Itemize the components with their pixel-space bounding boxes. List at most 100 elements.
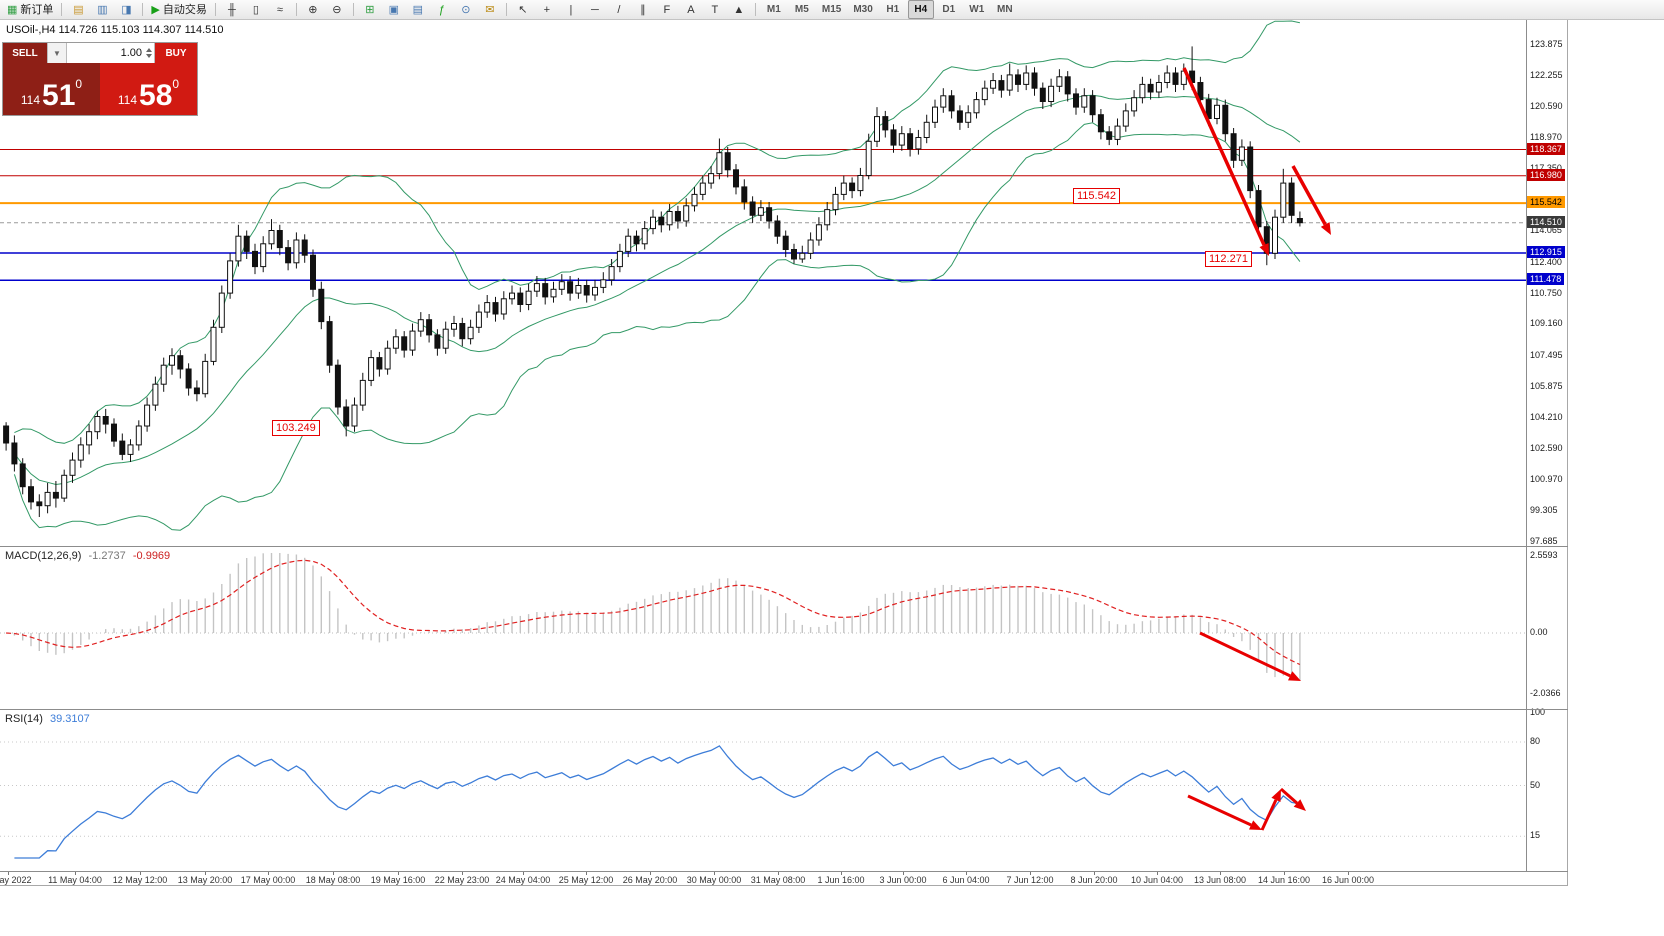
profiles-icon[interactable]: ▤ xyxy=(67,0,89,19)
tf-m1[interactable]: M1 xyxy=(761,0,787,19)
time-axis-tick xyxy=(1094,872,1095,875)
autotrading-button[interactable]: ▶ 自动交易 xyxy=(148,0,209,19)
tile-windows-icon[interactable]: ⊞ xyxy=(359,0,381,19)
bid-price[interactable]: 114 51 0 xyxy=(3,63,100,115)
price-callout[interactable]: 103.249 xyxy=(272,420,320,436)
macd-canvas[interactable] xyxy=(0,547,1526,709)
toolbar-separator xyxy=(142,3,144,16)
crosshair-icon[interactable]: + xyxy=(536,0,558,19)
periods-icon[interactable]: ⊙ xyxy=(455,0,477,19)
trend-arrows[interactable] xyxy=(1182,67,1331,256)
time-axis-label: 16 Jun 00:00 xyxy=(1321,875,1375,885)
time-axis-tick xyxy=(778,872,779,875)
text-icon[interactable]: A xyxy=(680,0,702,19)
trade-options-dropdown[interactable]: ▼ xyxy=(47,43,67,63)
templates-icon[interactable]: ✉ xyxy=(479,0,501,19)
time-axis-label: 25 May 12:00 xyxy=(558,875,614,885)
vertical-line-icon: | xyxy=(569,3,573,16)
rsi-trend-arrows[interactable] xyxy=(1187,787,1306,831)
tf-d1-label: D1 xyxy=(942,3,956,15)
time-axis[interactable]: 9 May 2022 11 May 04:00 12 May 12:00 13 May… xyxy=(0,872,1568,886)
rsi-header: RSI(14) 39.3107 xyxy=(5,713,90,725)
price-axis-label: 99.305 xyxy=(1530,505,1558,515)
tile-windows-icon: ⊞ xyxy=(365,3,375,16)
candlestick-icon[interactable]: ▯ xyxy=(245,0,267,19)
ask-price[interactable]: 114 58 0 xyxy=(100,63,197,115)
time-axis-label: 8 Jun 20:00 xyxy=(1070,875,1118,885)
shapes-icon[interactable]: ▲ xyxy=(728,0,750,19)
macd-axis-label: -2.0366 xyxy=(1530,688,1561,698)
price-level-tag: 116.980 xyxy=(1527,169,1565,181)
price-axis[interactable]: 123.875 122.255 120.590 118.970 117.350 114.0… xyxy=(1526,20,1568,872)
toolbar-group: ↖ + | ─ / ∥ F A T ▲ xyxy=(511,0,751,19)
price-axis-label: 112.400 xyxy=(1530,257,1562,267)
tf-m15[interactable]: M15 xyxy=(817,0,846,19)
vertical-line-icon[interactable]: | xyxy=(560,0,582,19)
label-icon[interactable]: T xyxy=(704,0,726,19)
time-axis-tick xyxy=(8,872,9,875)
cursor-icon[interactable]: ↖ xyxy=(512,0,534,19)
bar-chart-icon: ╫ xyxy=(227,3,236,16)
zoom-out-icon[interactable]: ⊖ xyxy=(326,0,348,19)
sell-button[interactable]: SELL xyxy=(3,43,47,63)
macd-histogram xyxy=(13,553,1301,681)
price-axis-label: 100.970 xyxy=(1530,474,1563,484)
main-chart-canvas[interactable] xyxy=(0,20,1526,546)
tf-h1[interactable]: H1 xyxy=(880,0,906,19)
tf-h4[interactable]: H4 xyxy=(907,0,934,19)
horizontal-line-icon[interactable]: ─ xyxy=(584,0,606,19)
fibonacci-icon[interactable]: F xyxy=(656,0,678,19)
toolbar-group: ⊕ ⊖ xyxy=(301,0,349,19)
toolbar-separator xyxy=(352,3,354,16)
zoom-in-icon[interactable]: ⊕ xyxy=(302,0,324,19)
price-level-tag: 112.915 xyxy=(1527,246,1565,258)
tf-m5[interactable]: M5 xyxy=(789,0,815,19)
tf-mn[interactable]: MN xyxy=(992,0,1018,19)
price-callout[interactable]: 112.271 xyxy=(1205,251,1252,267)
right-empty-area xyxy=(1568,20,1664,936)
panel-splitter-rsi[interactable] xyxy=(0,709,1568,710)
channel-icon[interactable]: ∥ xyxy=(632,0,654,19)
new-order-icon: ▦ xyxy=(7,3,18,16)
indicators-icon[interactable]: ƒ xyxy=(431,0,453,19)
volume-spinner[interactable] xyxy=(146,48,152,58)
price-axis-label: 102.590 xyxy=(1530,443,1563,453)
panel-splitter-macd[interactable] xyxy=(0,546,1568,547)
time-axis-tick xyxy=(1157,872,1158,875)
bollinger-bands xyxy=(13,20,1301,531)
crosshair-icon: + xyxy=(543,3,551,16)
autotrading-button-label: 自动交易 xyxy=(162,3,207,16)
tf-m30[interactable]: M30 xyxy=(848,0,877,19)
cascade-windows-icon[interactable]: ▣ xyxy=(383,0,405,19)
bar-chart-icon[interactable]: ╫ xyxy=(221,0,243,19)
trendline-icon[interactable]: / xyxy=(608,0,630,19)
trendline-icon: / xyxy=(617,3,621,16)
macd-panel[interactable]: MACD(12,26,9) -1.2737 -0.9969 xyxy=(0,547,1568,709)
toolbar-group: ⊞ ▣ ▤ ƒ ⊙ ✉ xyxy=(358,0,502,19)
tf-w1[interactable]: W1 xyxy=(964,0,990,19)
main-chart-panel[interactable]: USOil-,H4 114.726 115.103 114.307 114.51… xyxy=(0,20,1568,546)
ask-sup-digit: 0 xyxy=(172,77,180,91)
tf-d1[interactable]: D1 xyxy=(936,0,962,19)
toolbar-separator xyxy=(214,3,216,16)
price-callout[interactable]: 115.542 xyxy=(1073,188,1120,204)
price-axis-border xyxy=(1526,20,1527,872)
macd-trend-arrow[interactable] xyxy=(1199,631,1301,681)
rsi-panel[interactable]: RSI(14) 39.3107 xyxy=(0,710,1568,871)
market-watch-icon[interactable]: ▥ xyxy=(91,0,113,19)
volume-input[interactable]: 1.00 xyxy=(67,43,155,63)
time-axis-label: 10 Jun 04:00 xyxy=(1130,875,1184,885)
tf-mn-label: MN xyxy=(997,3,1013,15)
macd-signal-value: -0.9969 xyxy=(132,550,171,562)
line-chart-icon[interactable]: ≈ xyxy=(269,0,291,19)
navigator-icon[interactable]: ◨ xyxy=(115,0,137,19)
rsi-axis-label: 80 xyxy=(1530,736,1541,746)
rsi-canvas[interactable] xyxy=(0,710,1526,871)
time-axis-tick xyxy=(523,872,524,875)
tf-h4-label: H4 xyxy=(914,3,928,15)
new-order-button[interactable]: ▦ 新订单 xyxy=(4,0,56,19)
ask-prefix: 114 xyxy=(117,93,138,107)
arrange-windows-icon[interactable]: ▤ xyxy=(407,0,429,19)
buy-button[interactable]: BUY xyxy=(155,43,197,63)
navigator-icon: ◨ xyxy=(121,3,132,16)
